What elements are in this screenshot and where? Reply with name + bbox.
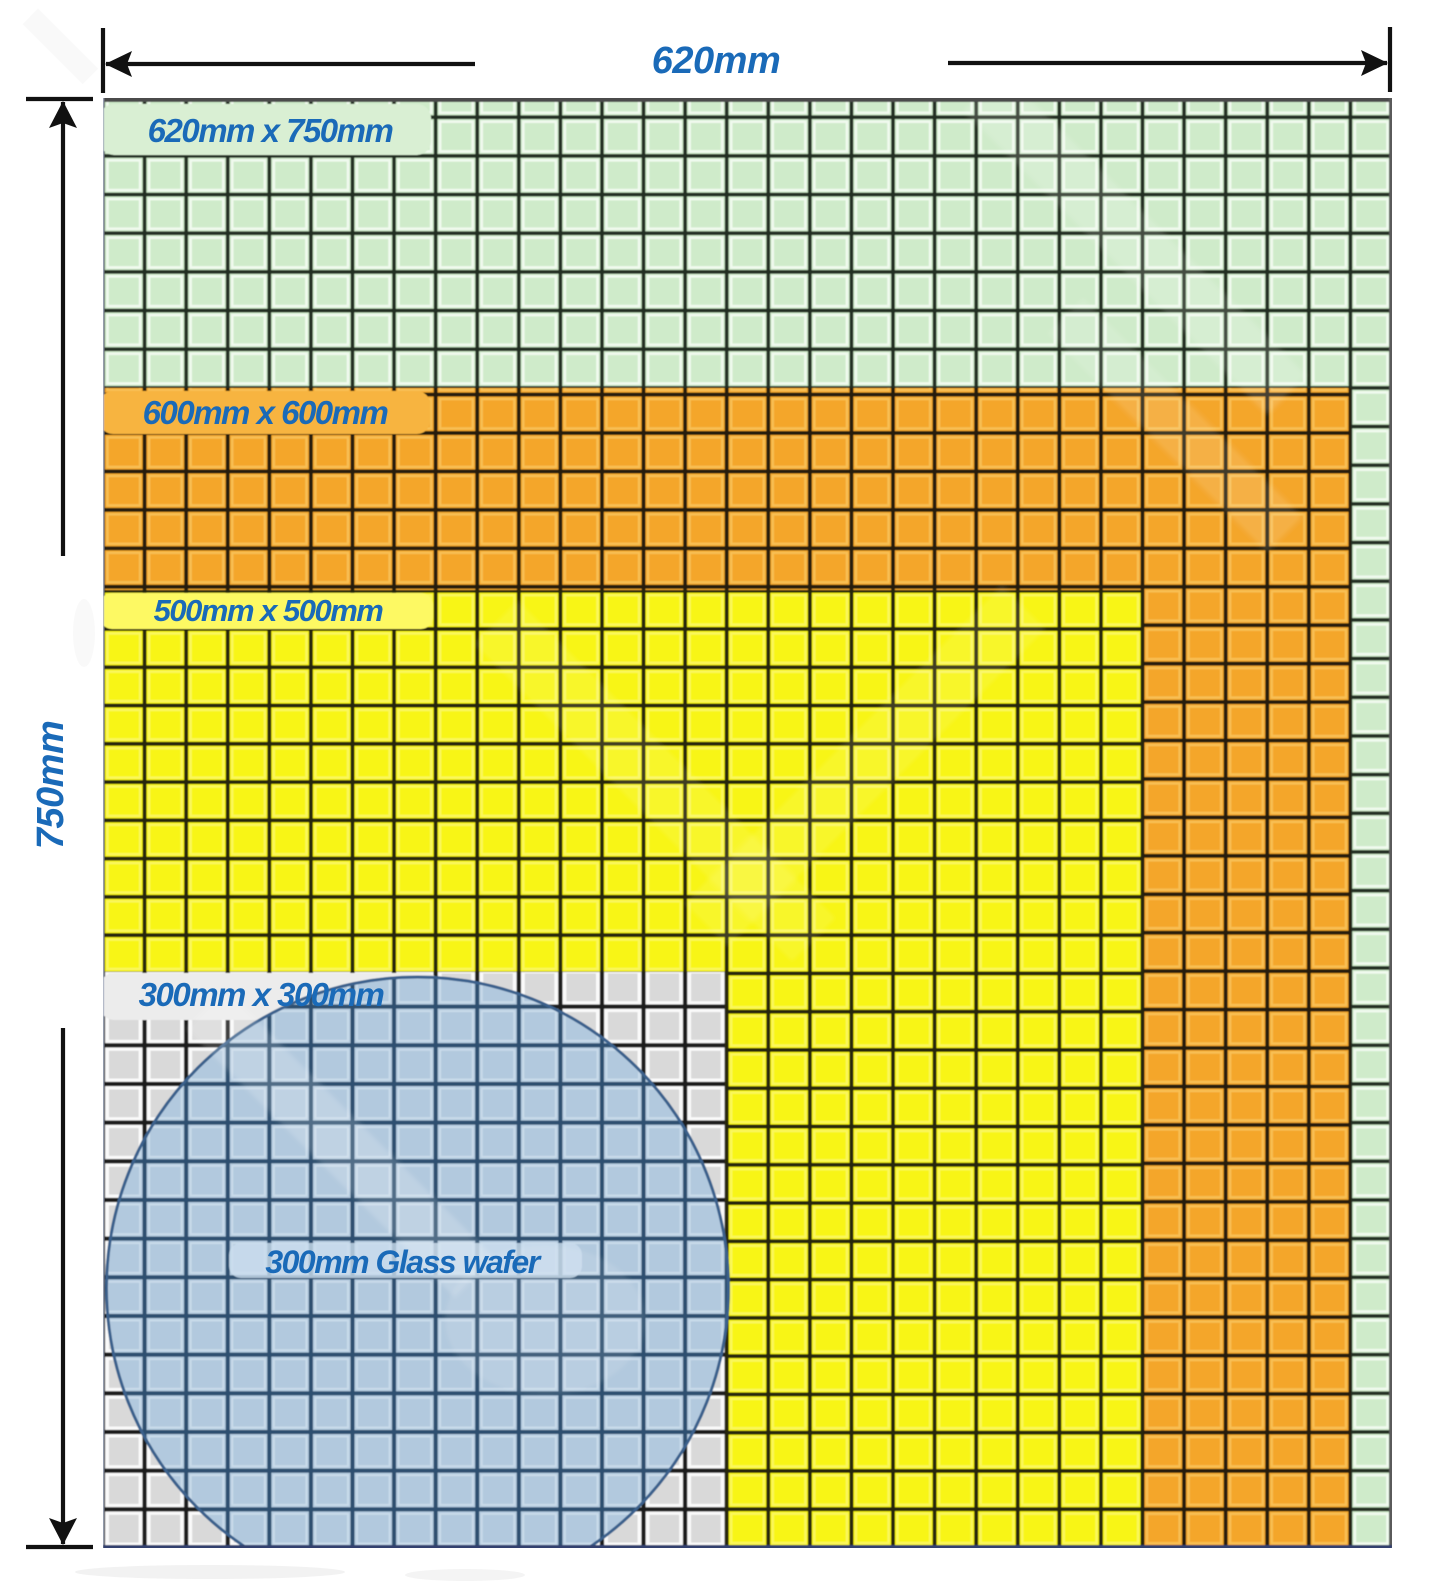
svg-text:620mm x 750mm: 620mm x 750mm [148,112,393,149]
svg-text:300mm x 300mm: 300mm x 300mm [139,976,384,1013]
svg-text:300mm Glass wafer: 300mm Glass wafer [265,1244,541,1280]
svg-text:600mm x 600mm: 600mm x 600mm [143,394,388,431]
svg-text:620mm: 620mm [652,40,780,82]
svg-text:500mm x 500mm: 500mm x 500mm [154,593,384,628]
svg-text:750mm: 750mm [30,721,72,849]
